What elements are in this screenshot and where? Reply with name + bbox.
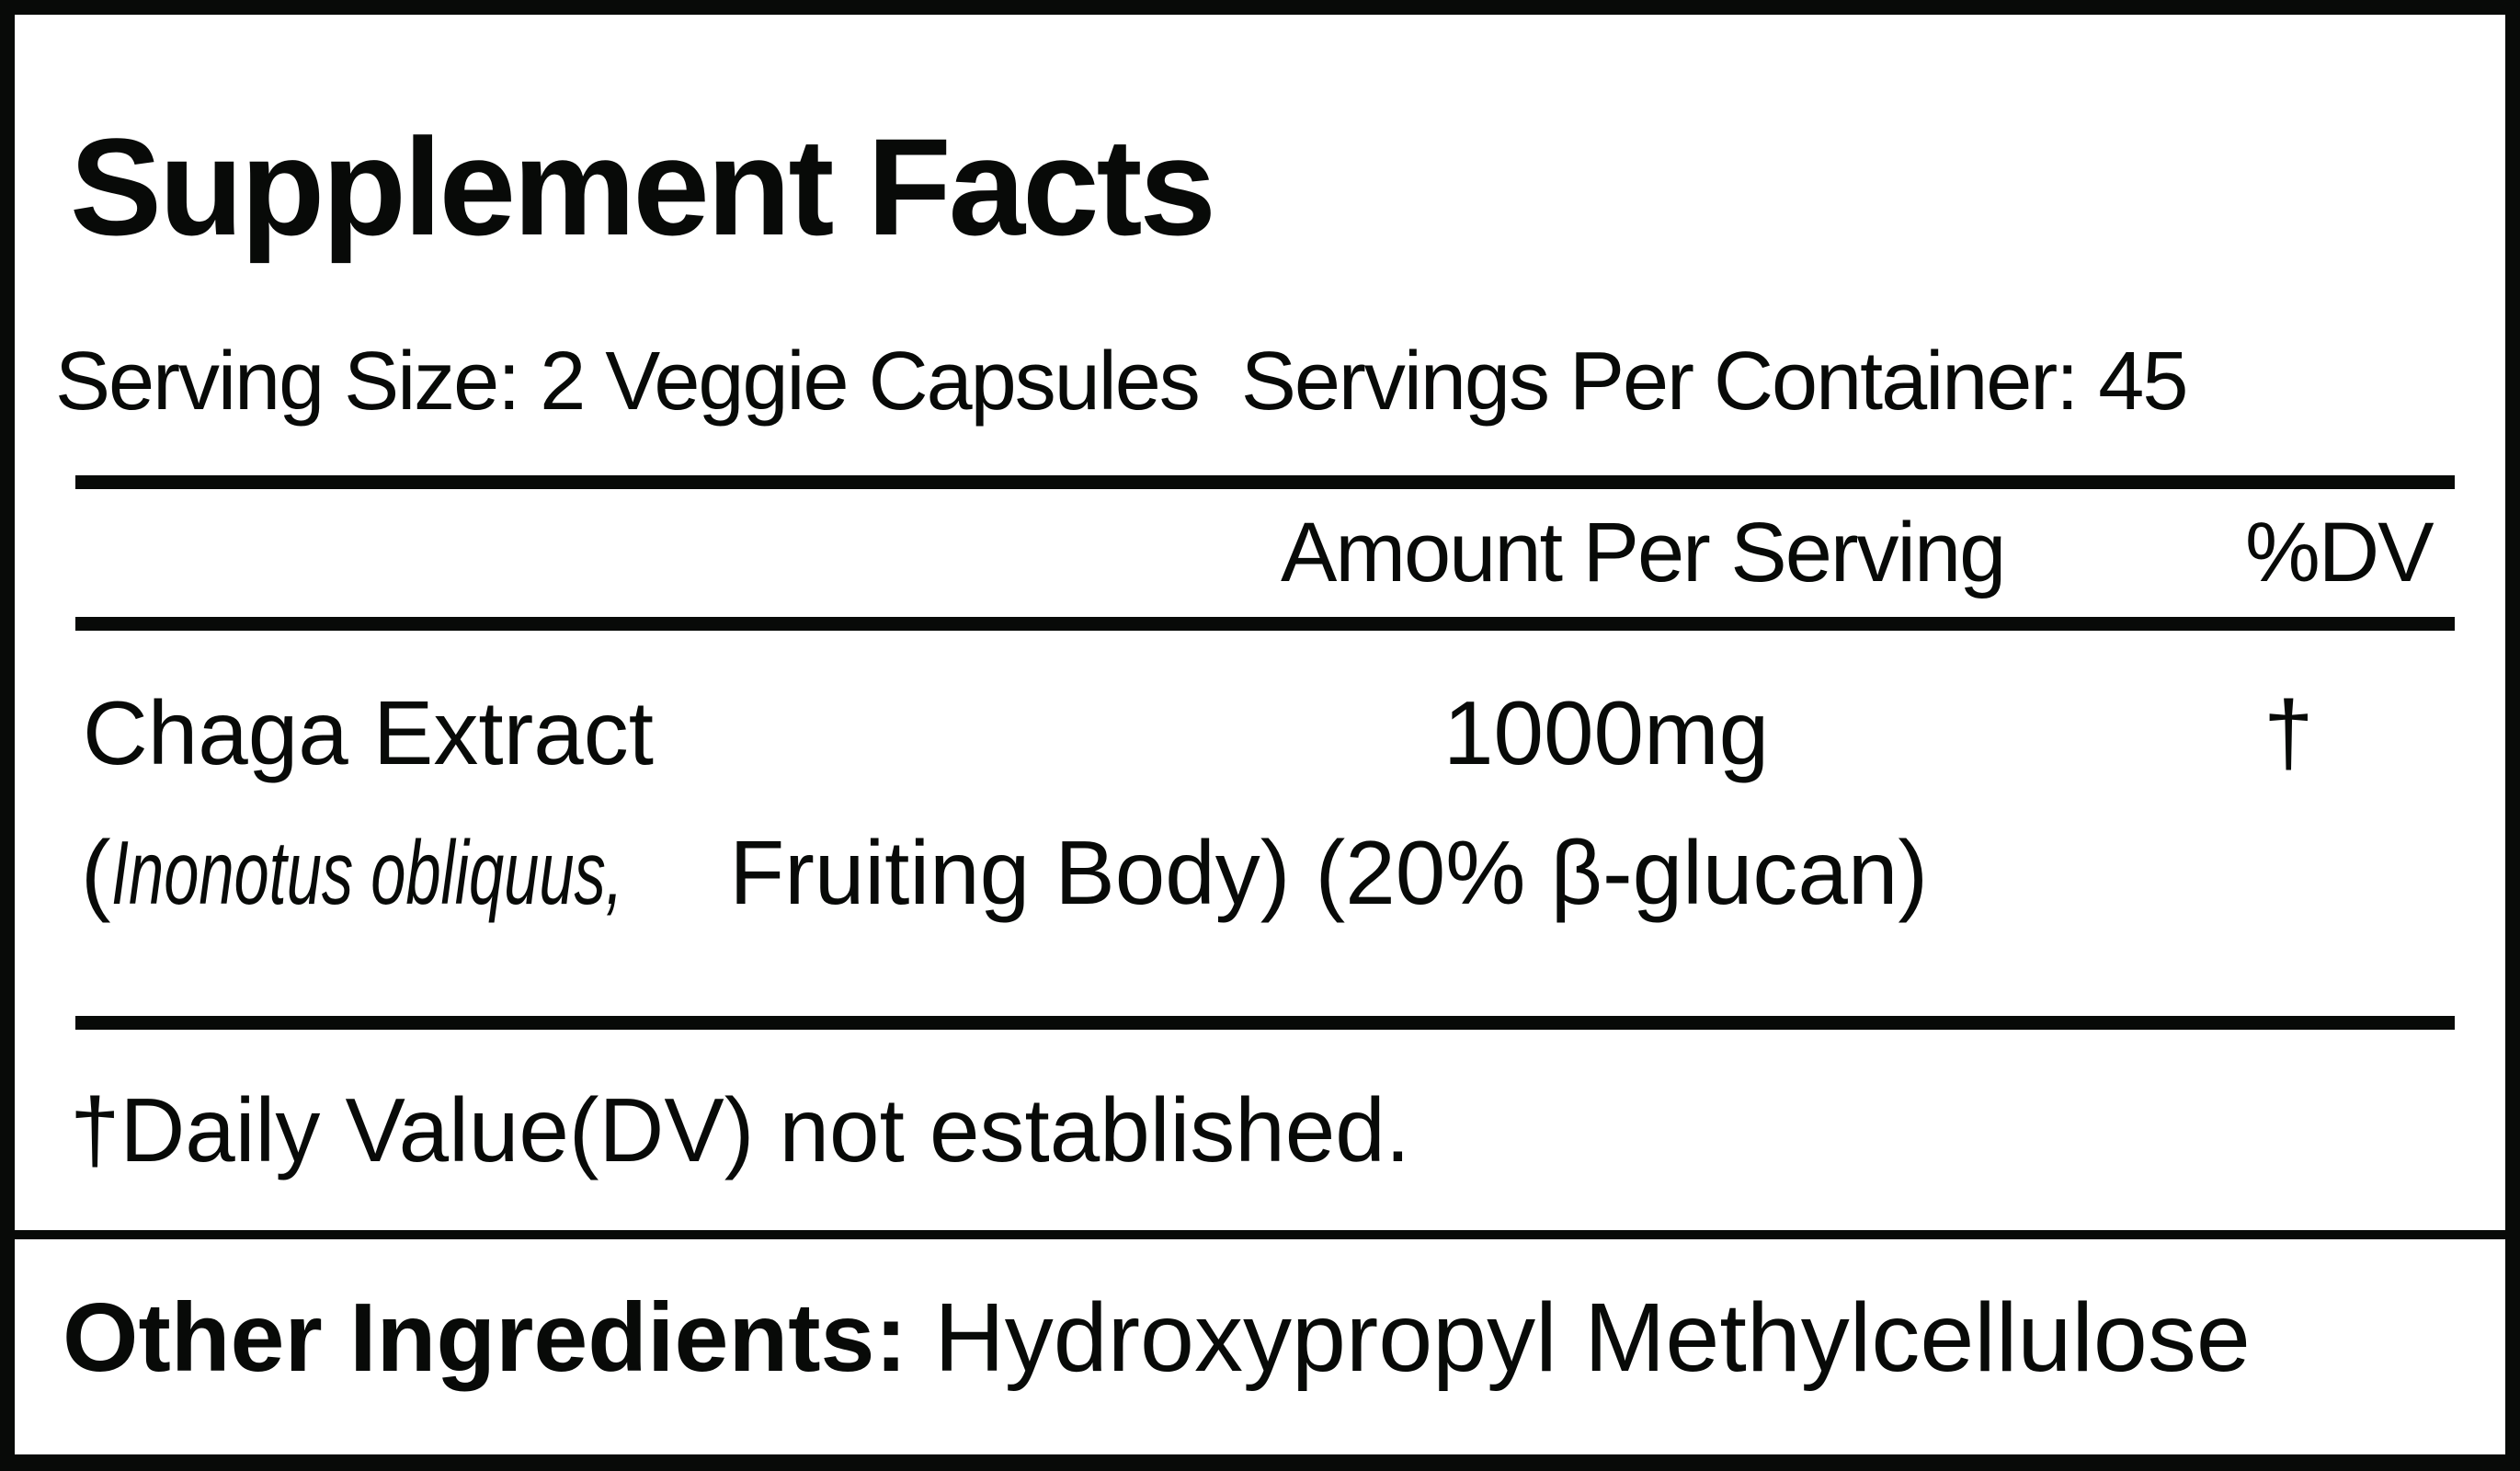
other-ingredients-value: Hydroxypropyl Methylcellulose — [907, 1283, 2251, 1392]
divider-thick — [75, 1016, 2455, 1030]
dv-header: %DV — [2245, 506, 2434, 599]
serving-size: Serving Size: 2 Veggie Capsules — [55, 336, 1201, 428]
other-ingredients-label: Other Ingredients: — [63, 1283, 907, 1392]
latin-name: Inonotus obliquus, — [110, 822, 623, 923]
divider-thick — [75, 617, 2455, 631]
paren: ( — [81, 822, 111, 923]
detail-text: Fruiting Body) (20% β-glucan) — [704, 822, 1929, 923]
section-divider — [0, 1230, 2520, 1239]
label-title: Supplement Facts — [70, 109, 1216, 264]
other-ingredients: Other Ingredients: Hydroxypropyl Methylc… — [63, 1289, 2251, 1386]
ingredient-detail: (Inonotus obliquus, Fruiting Body) (20% … — [81, 827, 1928, 918]
ingredient-dv: † — [2263, 682, 2314, 783]
amount-per-serving-header: Amount Per Serving — [1281, 506, 2006, 599]
serving-info: Serving Size: 2 Veggie Capsules Servings… — [55, 340, 2188, 423]
ingredient-name: Chaga Extract — [83, 682, 654, 783]
divider-thick — [75, 475, 2455, 489]
ingredient-amount: 1000mg — [1443, 682, 1770, 783]
footnote: †Daily Value(DV) not established. — [70, 1079, 1411, 1180]
servings-per-container: Servings Per Container: 45 — [1240, 336, 2189, 428]
